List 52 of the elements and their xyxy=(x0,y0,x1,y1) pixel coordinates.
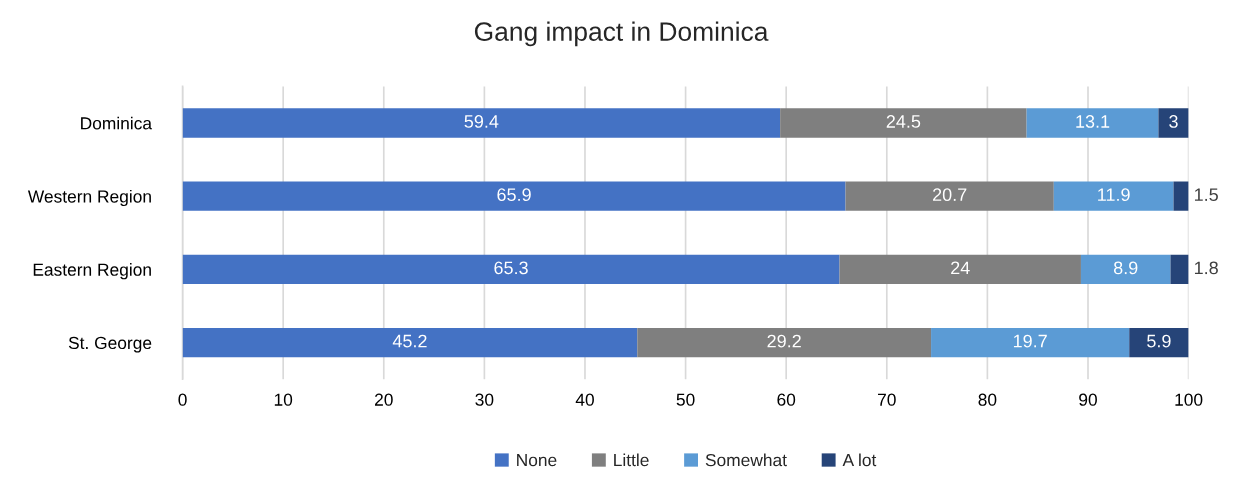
data-label: 65.3 xyxy=(494,261,528,275)
data-label: 59.4 xyxy=(464,115,499,128)
data-label: 45.2 xyxy=(392,334,427,348)
data-label: 1.5 xyxy=(1194,188,1218,202)
data-label: 19.7 xyxy=(1013,334,1047,348)
bar xyxy=(637,327,932,358)
y-tick-label: Western Region xyxy=(27,189,151,207)
x-tick-label: 40 xyxy=(575,393,594,406)
x-tick-label: 0 xyxy=(178,393,187,406)
data-label: 13.1 xyxy=(1076,115,1110,128)
data-label: 24 xyxy=(951,261,970,275)
legend-label: None xyxy=(517,454,557,467)
legend-label: A lot xyxy=(842,453,877,467)
bar xyxy=(1053,181,1174,211)
x-tick-label: 80 xyxy=(978,393,997,406)
bar xyxy=(182,108,781,138)
data-label: 8.9 xyxy=(1113,261,1138,275)
bar xyxy=(780,108,1027,138)
data-label: 29.2 xyxy=(767,334,801,348)
x-tick-label: 10 xyxy=(274,393,293,406)
bar xyxy=(1026,108,1159,138)
bar xyxy=(1129,327,1189,358)
bar xyxy=(1170,254,1189,285)
legend-label: Somewhat xyxy=(705,453,787,467)
x-tick-label: 90 xyxy=(1079,393,1097,406)
bar xyxy=(931,327,1130,358)
data-label: 3 xyxy=(1169,115,1178,128)
x-tick-label: 30 xyxy=(475,393,494,406)
x-tick-label: 60 xyxy=(777,393,796,406)
data-label: 11.9 xyxy=(1098,188,1130,202)
bar xyxy=(839,254,1081,285)
x-tick-label: 50 xyxy=(676,393,695,406)
bar xyxy=(1080,254,1171,285)
bar xyxy=(1173,181,1189,211)
legend-label: Little xyxy=(614,453,649,467)
bar xyxy=(1158,108,1189,138)
y-tick-label: Eastern Region xyxy=(33,263,151,280)
data-label: 20.7 xyxy=(933,188,967,202)
data-label: 1.8 xyxy=(1194,261,1218,275)
chart-title: Gang impact in Dominica xyxy=(474,21,769,47)
x-tick-label: 100 xyxy=(1175,393,1203,406)
x-tick-label: 20 xyxy=(375,393,393,406)
bar xyxy=(182,181,846,211)
bar xyxy=(845,181,1054,211)
y-tick-label: St. George xyxy=(68,336,152,353)
bar xyxy=(182,327,638,358)
x-tick-label: 70 xyxy=(878,393,896,406)
data-label: 65.9 xyxy=(497,188,531,202)
bar xyxy=(182,254,840,285)
data-label: 5.9 xyxy=(1147,334,1171,348)
data-label: 24.5 xyxy=(886,115,921,128)
y-tick-label: Dominica xyxy=(81,116,153,130)
